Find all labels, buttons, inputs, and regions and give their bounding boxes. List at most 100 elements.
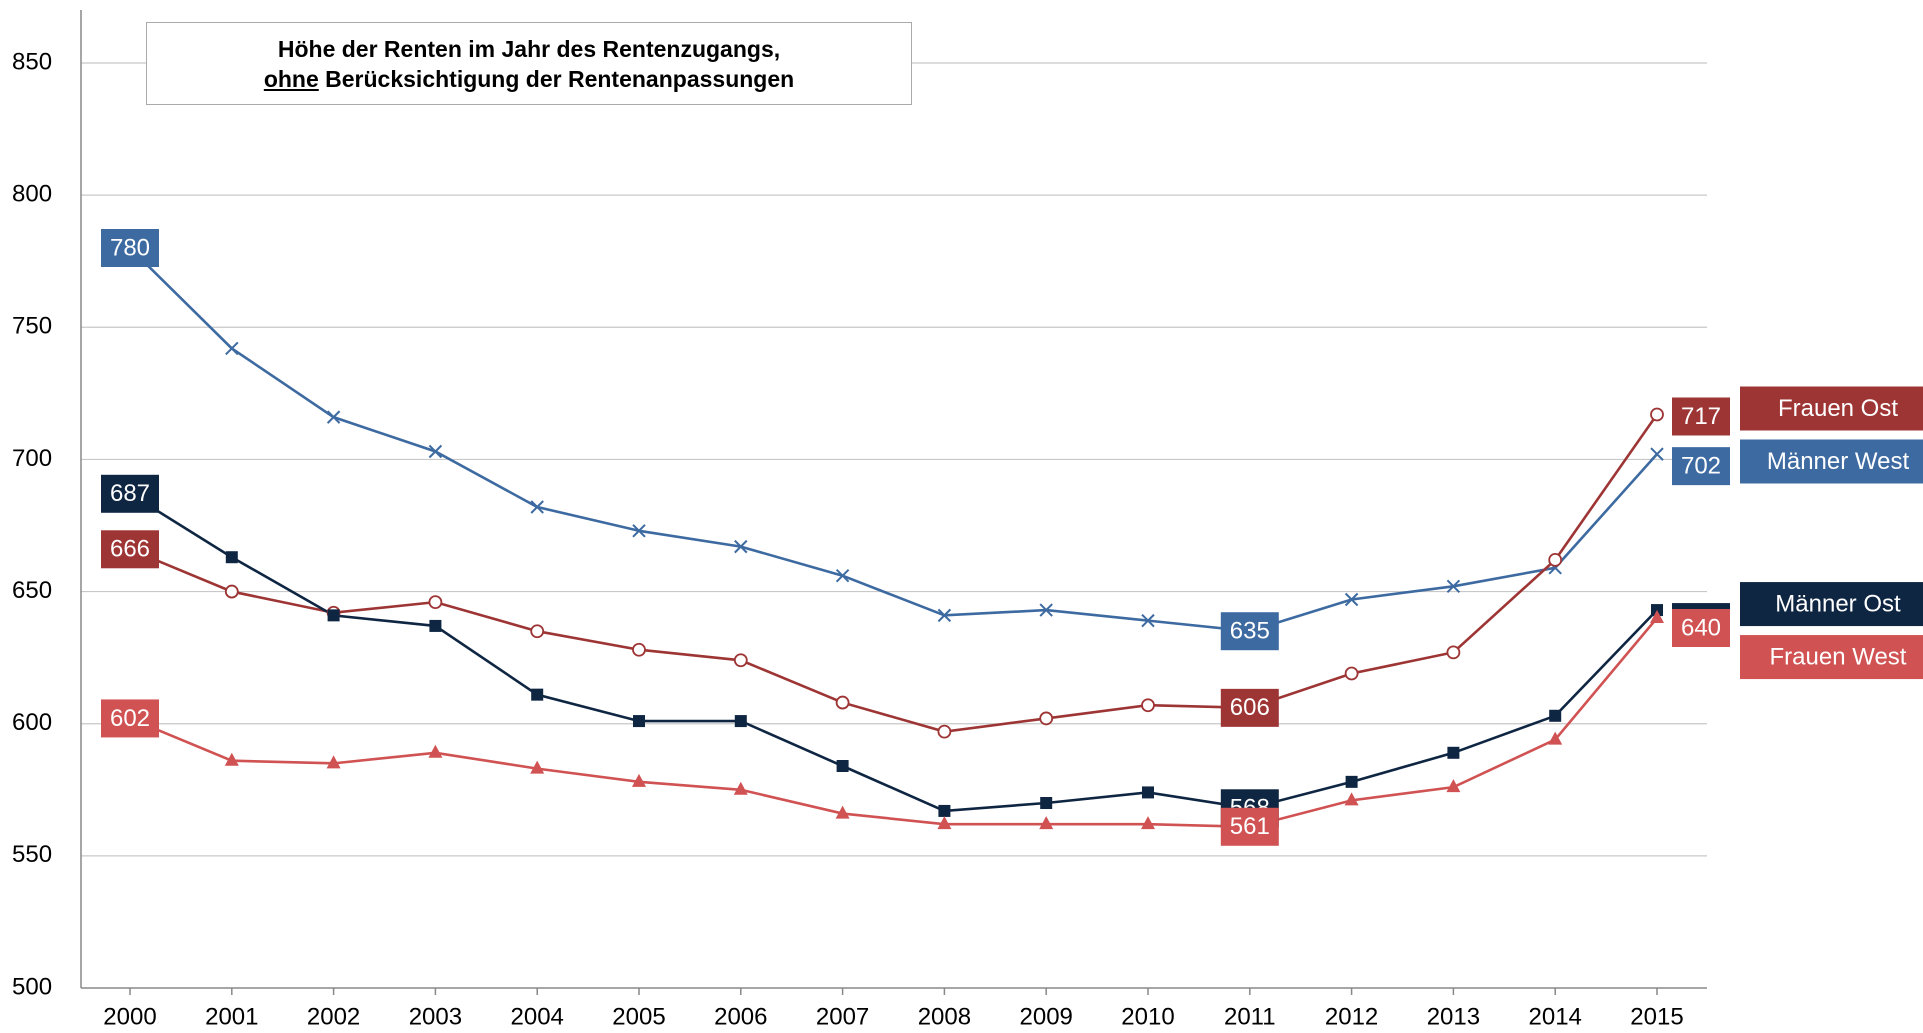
marker bbox=[632, 642, 646, 657]
value-label-box bbox=[1672, 447, 1730, 486]
marker bbox=[733, 781, 748, 795]
marker bbox=[1446, 579, 1461, 593]
legend-box bbox=[1740, 635, 1923, 680]
value-label: 561 bbox=[1230, 813, 1270, 840]
y-tick-label: 650 bbox=[12, 577, 52, 604]
marker bbox=[428, 744, 443, 758]
x-tick-label: 2008 bbox=[918, 1003, 971, 1030]
value-label-box bbox=[101, 530, 159, 569]
marker bbox=[326, 755, 341, 769]
x-tick-label: 2001 bbox=[205, 1003, 258, 1030]
value-label-box bbox=[1220, 688, 1279, 727]
marker bbox=[1650, 407, 1664, 422]
x-tick-label: 2003 bbox=[409, 1003, 462, 1030]
marker bbox=[1040, 797, 1053, 809]
legend-box bbox=[1740, 386, 1923, 431]
marker bbox=[938, 804, 951, 817]
y-tick-label: 700 bbox=[12, 445, 52, 472]
marker bbox=[1141, 613, 1155, 628]
legend-label: Frauen West bbox=[1770, 643, 1907, 670]
marker bbox=[428, 595, 443, 610]
line bbox=[129, 492, 1658, 813]
marker bbox=[835, 805, 850, 819]
y-tick-label: 600 bbox=[12, 709, 52, 736]
marker bbox=[224, 752, 239, 766]
legend-box bbox=[1740, 439, 1923, 484]
x-tick-label: 2007 bbox=[816, 1003, 869, 1030]
x-tick-label: 2013 bbox=[1427, 1003, 1480, 1030]
value-label: 780 bbox=[110, 234, 150, 261]
legend-box bbox=[1740, 582, 1923, 627]
value-label: 606 bbox=[1230, 694, 1270, 721]
line bbox=[129, 617, 1658, 829]
marker bbox=[530, 624, 545, 639]
value-label-box bbox=[1220, 807, 1279, 846]
marker bbox=[225, 551, 238, 564]
marker bbox=[429, 619, 442, 632]
legend-label: Frauen Ost bbox=[1778, 395, 1898, 422]
marker bbox=[937, 608, 952, 623]
marker bbox=[1650, 447, 1664, 461]
value-label-box bbox=[1672, 397, 1730, 436]
y-tick-label: 550 bbox=[12, 841, 52, 868]
value-label-box bbox=[1220, 612, 1279, 651]
marker bbox=[326, 410, 341, 424]
x-tick-label: 2012 bbox=[1325, 1003, 1378, 1030]
value-label: 687 bbox=[110, 480, 150, 507]
marker bbox=[835, 569, 850, 583]
marker bbox=[1447, 746, 1460, 759]
value-label: 602 bbox=[110, 705, 150, 732]
x-tick-label: 2010 bbox=[1121, 1003, 1174, 1030]
title-text: Berücksichtigung der Rentenanpassungen bbox=[325, 65, 795, 92]
line bbox=[129, 247, 1658, 633]
marker bbox=[1039, 603, 1053, 617]
title-emphasis: ohne bbox=[263, 65, 319, 92]
x-tick-label: 2000 bbox=[103, 1003, 156, 1030]
x-tick-label: 2004 bbox=[511, 1003, 564, 1030]
x-tick-label: 2009 bbox=[1020, 1003, 1073, 1030]
marker bbox=[734, 539, 748, 554]
value-label: 640 bbox=[1681, 614, 1721, 641]
marker bbox=[530, 760, 545, 774]
marker bbox=[1039, 711, 1054, 726]
y-tick-label: 500 bbox=[12, 973, 52, 1000]
marker bbox=[1345, 775, 1358, 788]
x-tick-label: 2014 bbox=[1529, 1003, 1582, 1030]
marker bbox=[633, 715, 645, 728]
marker bbox=[1344, 666, 1359, 681]
x-tick-label: 2011 bbox=[1224, 1003, 1276, 1030]
marker bbox=[1141, 698, 1155, 713]
marker bbox=[327, 609, 340, 622]
marker bbox=[733, 653, 748, 668]
y-tick-label: 750 bbox=[12, 313, 52, 340]
line bbox=[129, 413, 1659, 733]
marker bbox=[835, 695, 850, 710]
marker bbox=[1039, 816, 1054, 830]
x-tick-label: 2005 bbox=[612, 1003, 665, 1030]
marker bbox=[1142, 786, 1154, 799]
marker bbox=[530, 500, 544, 514]
title-line: Höhe der Renten im Jahr des Rentenzugang… bbox=[277, 35, 781, 62]
y-tick-label: 800 bbox=[12, 180, 52, 207]
value-label: 702 bbox=[1681, 452, 1721, 479]
marker bbox=[1446, 645, 1461, 660]
marker bbox=[1344, 592, 1359, 607]
marker bbox=[836, 760, 849, 772]
marker bbox=[1548, 731, 1563, 745]
marker bbox=[1344, 792, 1359, 806]
value-label-box bbox=[101, 699, 159, 738]
value-label: 717 bbox=[1681, 403, 1721, 430]
marker bbox=[937, 724, 952, 739]
marker bbox=[937, 816, 952, 830]
legend-label: Männer West bbox=[1767, 448, 1910, 475]
marker bbox=[225, 341, 239, 356]
value-label-box bbox=[101, 474, 159, 513]
y-tick-label: 850 bbox=[12, 48, 52, 75]
value-label-box bbox=[101, 229, 159, 267]
marker bbox=[734, 715, 747, 728]
x-tick-label: 2015 bbox=[1630, 1003, 1683, 1030]
marker bbox=[1548, 552, 1563, 567]
value-label-box bbox=[1672, 609, 1730, 647]
